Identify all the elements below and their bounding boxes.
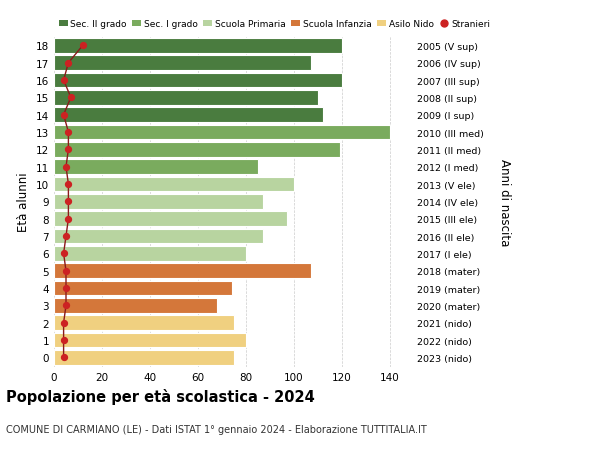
Bar bbox=[54, 246, 246, 261]
Point bbox=[59, 250, 68, 257]
Point bbox=[66, 95, 76, 102]
Point bbox=[61, 164, 71, 171]
Y-axis label: Anni di nascita: Anni di nascita bbox=[497, 158, 511, 246]
Point bbox=[61, 302, 71, 309]
Legend: Sec. II grado, Sec. I grado, Scuola Primaria, Scuola Infanzia, Asilo Nido, Stran: Sec. II grado, Sec. I grado, Scuola Prim… bbox=[59, 20, 490, 29]
Bar bbox=[54, 108, 323, 123]
Point bbox=[64, 198, 73, 206]
Bar bbox=[54, 316, 234, 330]
Point bbox=[61, 268, 71, 275]
Bar bbox=[54, 143, 340, 157]
Bar bbox=[54, 229, 263, 244]
Bar bbox=[54, 350, 234, 365]
Bar bbox=[54, 298, 217, 313]
Y-axis label: Età alunni: Età alunni bbox=[17, 172, 31, 232]
Bar bbox=[54, 333, 246, 348]
Point bbox=[59, 319, 68, 327]
Bar bbox=[54, 212, 287, 227]
Bar bbox=[54, 177, 294, 192]
Point bbox=[78, 43, 88, 50]
Bar bbox=[54, 160, 258, 175]
Point bbox=[59, 337, 68, 344]
Bar bbox=[54, 39, 342, 54]
Bar bbox=[54, 56, 311, 71]
Point bbox=[61, 285, 71, 292]
Bar bbox=[54, 91, 318, 106]
Point bbox=[64, 146, 73, 154]
Bar bbox=[54, 73, 342, 88]
Bar bbox=[54, 195, 263, 209]
Point bbox=[59, 354, 68, 361]
Bar bbox=[54, 264, 311, 279]
Point bbox=[64, 60, 73, 67]
Point bbox=[59, 112, 68, 119]
Text: Popolazione per età scolastica - 2024: Popolazione per età scolastica - 2024 bbox=[6, 388, 315, 404]
Point bbox=[59, 77, 68, 84]
Bar bbox=[54, 125, 390, 140]
Point bbox=[61, 233, 71, 240]
Point bbox=[64, 129, 73, 136]
Point bbox=[64, 216, 73, 223]
Point bbox=[64, 181, 73, 188]
Bar bbox=[54, 281, 232, 296]
Text: COMUNE DI CARMIANO (LE) - Dati ISTAT 1° gennaio 2024 - Elaborazione TUTTITALIA.I: COMUNE DI CARMIANO (LE) - Dati ISTAT 1° … bbox=[6, 425, 427, 435]
